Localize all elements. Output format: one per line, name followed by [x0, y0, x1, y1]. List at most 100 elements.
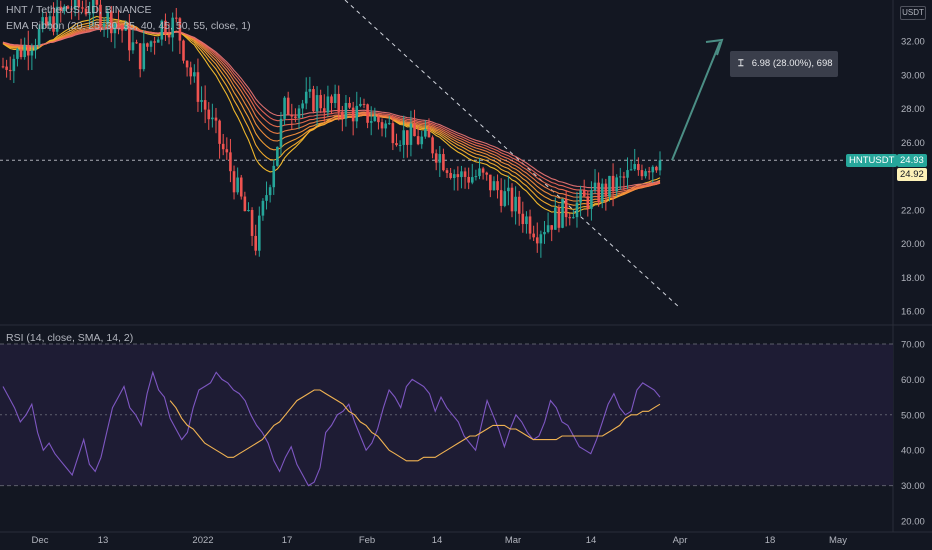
candle-body — [341, 111, 344, 119]
candle-body — [615, 177, 618, 192]
candle-body — [128, 24, 131, 51]
candle-body — [398, 144, 402, 146]
candle-body — [478, 168, 481, 177]
rsi-tick-label: 60.00 — [901, 375, 925, 386]
candle-body — [427, 129, 431, 138]
candle-body — [153, 41, 156, 43]
ema-legend[interactable]: EMA Ribbon (20, 25, 30, 35, 40, 45, 50, … — [6, 20, 251, 32]
candle-body — [406, 130, 409, 145]
currency-button[interactable]: USDT — [900, 6, 926, 20]
candle-body — [395, 143, 398, 146]
candle-body — [261, 200, 265, 216]
time-tick-label: Dec — [32, 535, 49, 546]
candle-body — [402, 130, 405, 145]
candle-body — [554, 207, 557, 230]
candle-body — [546, 225, 550, 232]
candle-body — [431, 137, 434, 154]
candle-body — [626, 170, 629, 178]
candle-body — [521, 213, 525, 225]
candle-body — [106, 11, 109, 24]
candle-body — [286, 97, 290, 115]
price-tick-label: 30.00 — [901, 70, 925, 81]
candle-body — [211, 117, 214, 120]
candle-body — [651, 166, 655, 173]
candle-body — [608, 175, 611, 197]
candle-body — [258, 215, 261, 251]
candle-body — [593, 182, 597, 191]
candle-body — [420, 136, 424, 145]
candle-body — [52, 16, 55, 32]
candle-body — [442, 154, 445, 171]
time-tick-label: 13 — [98, 535, 109, 546]
candle-body — [55, 6, 59, 32]
candle-body — [5, 66, 8, 70]
rsi-tick-label: 30.00 — [901, 481, 925, 492]
rsi-legend[interactable]: RSI (14, close, SMA, 14, 2) — [6, 332, 133, 344]
symbol-legend[interactable]: HNT / TetherUS, 1D, BINANCE — [6, 4, 152, 16]
candle-body — [319, 95, 322, 109]
price-tick-label: 20.00 — [901, 239, 925, 250]
time-tick-label: 17 — [282, 535, 293, 546]
candle-body — [460, 171, 463, 178]
candle-body — [239, 177, 243, 197]
candle-body — [254, 235, 257, 251]
candle-body — [489, 174, 492, 191]
time-tick-label: Feb — [359, 535, 375, 546]
candle-body — [373, 115, 377, 122]
price-tick-label: 32.00 — [901, 37, 925, 48]
candle-body — [438, 154, 442, 163]
candle-body — [279, 118, 283, 147]
candle-body — [193, 72, 196, 77]
ema-ribbon-title[interactable]: EMA Ribbon (20, 25, 30, 35, 40, 45, 50, … — [6, 20, 251, 32]
candle-body — [30, 50, 34, 56]
candle-body — [369, 121, 373, 123]
candle-body — [99, 4, 102, 27]
candle-body — [12, 58, 16, 72]
measure-tooltip[interactable]: ⌶ 6.98 (28.00%), 698 — [730, 51, 838, 77]
candle-body — [45, 17, 48, 26]
candle-body — [229, 152, 232, 172]
candle-body — [185, 60, 189, 68]
ema-price-tag: 24.92 — [897, 168, 927, 181]
rsi-tick-label: 20.00 — [901, 517, 925, 528]
candle-body — [207, 109, 211, 120]
candle-body — [470, 177, 474, 183]
symbol-title[interactable]: HNT / TetherUS, 1D, BINANCE — [6, 4, 152, 16]
candle-body — [503, 191, 507, 206]
time-tick-label: May — [829, 535, 847, 546]
candle-body — [138, 43, 142, 70]
candle-body — [268, 187, 272, 196]
candle-body — [611, 175, 615, 192]
candle-body — [236, 177, 239, 193]
candle-body — [48, 16, 52, 26]
candle-body — [77, 0, 81, 8]
rsi-title[interactable]: RSI (14, close, SMA, 14, 2) — [6, 332, 134, 344]
candle-body — [658, 160, 662, 171]
candle-body — [380, 122, 384, 129]
candle-body — [528, 216, 532, 234]
candle-body — [348, 102, 351, 108]
rsi-tick-label: 70.00 — [901, 340, 925, 351]
candle-body — [203, 100, 207, 110]
candle-body — [308, 89, 312, 92]
candle-body — [600, 183, 604, 203]
candle-body — [517, 196, 521, 214]
time-tick-label: 14 — [432, 535, 443, 546]
descending-trendline — [344, 0, 681, 309]
candle-body — [109, 11, 113, 34]
candle-body — [272, 165, 276, 188]
candle-body — [622, 176, 626, 178]
rsi-band — [0, 343, 893, 487]
candle-body — [604, 183, 608, 197]
candle-body — [304, 91, 308, 104]
time-tick-label: 18 — [765, 535, 776, 546]
candle-body — [409, 123, 413, 145]
candle-body — [164, 20, 167, 35]
price-tick-label: 28.00 — [901, 104, 925, 115]
candle-body — [499, 190, 503, 206]
candle-body — [333, 93, 337, 104]
candle-body — [294, 116, 297, 119]
candle-body — [575, 202, 579, 218]
candle-body — [507, 187, 510, 192]
